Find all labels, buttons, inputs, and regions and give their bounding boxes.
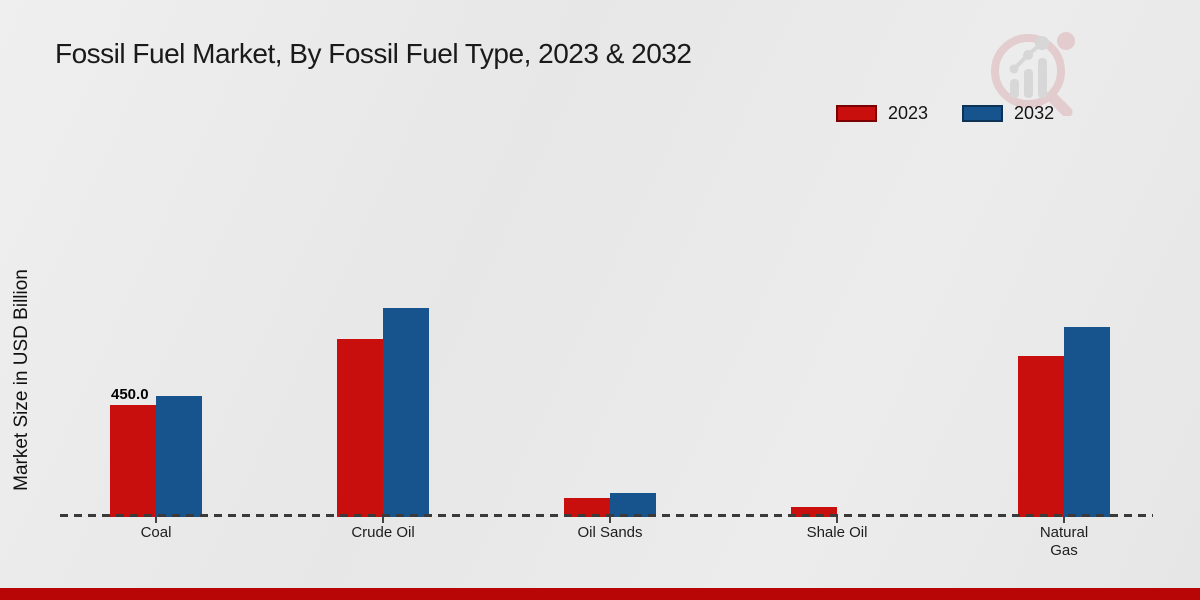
bar-2032-crude-oil xyxy=(383,307,429,517)
bar-2023-shale-oil xyxy=(791,507,837,517)
x-axis-tick xyxy=(1063,517,1065,523)
category-label: Coal xyxy=(140,524,172,541)
legend-label: 2023 xyxy=(888,103,929,123)
bar-2032-coal xyxy=(156,396,202,517)
bar-2023-coal xyxy=(110,405,156,517)
category-label: Crude Oil xyxy=(351,524,415,541)
category-label: Shale Oil xyxy=(806,524,868,541)
legend-item-2032: 2032 xyxy=(962,103,1054,124)
bar-value-label: 450.0 xyxy=(111,386,149,403)
legend-label: 2032 xyxy=(1014,103,1055,123)
x-axis-dashed-baseline xyxy=(60,514,1153,517)
bar-2023-crude-oil xyxy=(337,339,383,517)
legend-swatch-2032 xyxy=(962,105,1004,122)
legend-swatch-2023 xyxy=(836,105,877,122)
category-label: Natural Gas xyxy=(1039,524,1089,559)
legend: 2023 2032 xyxy=(836,103,1088,124)
bar-2032-natural-gas xyxy=(1064,327,1110,517)
magnifier-chart-logo-icon xyxy=(991,32,1075,116)
x-axis-tick xyxy=(609,517,611,523)
x-axis-tick xyxy=(155,517,157,523)
bar-2023-oil-sands xyxy=(564,497,610,517)
legend-item-2023: 2023 xyxy=(836,103,928,124)
chart-title: Fossil Fuel Market, By Fossil Fuel Type,… xyxy=(55,38,692,69)
bar-2023-natural-gas xyxy=(1018,356,1064,517)
bar-2032-oil-sands xyxy=(610,493,656,517)
x-axis-tick xyxy=(836,517,838,523)
x-axis-tick xyxy=(382,517,384,523)
category-label: Oil Sands xyxy=(577,524,643,541)
brand-footer-bar xyxy=(0,588,1200,600)
